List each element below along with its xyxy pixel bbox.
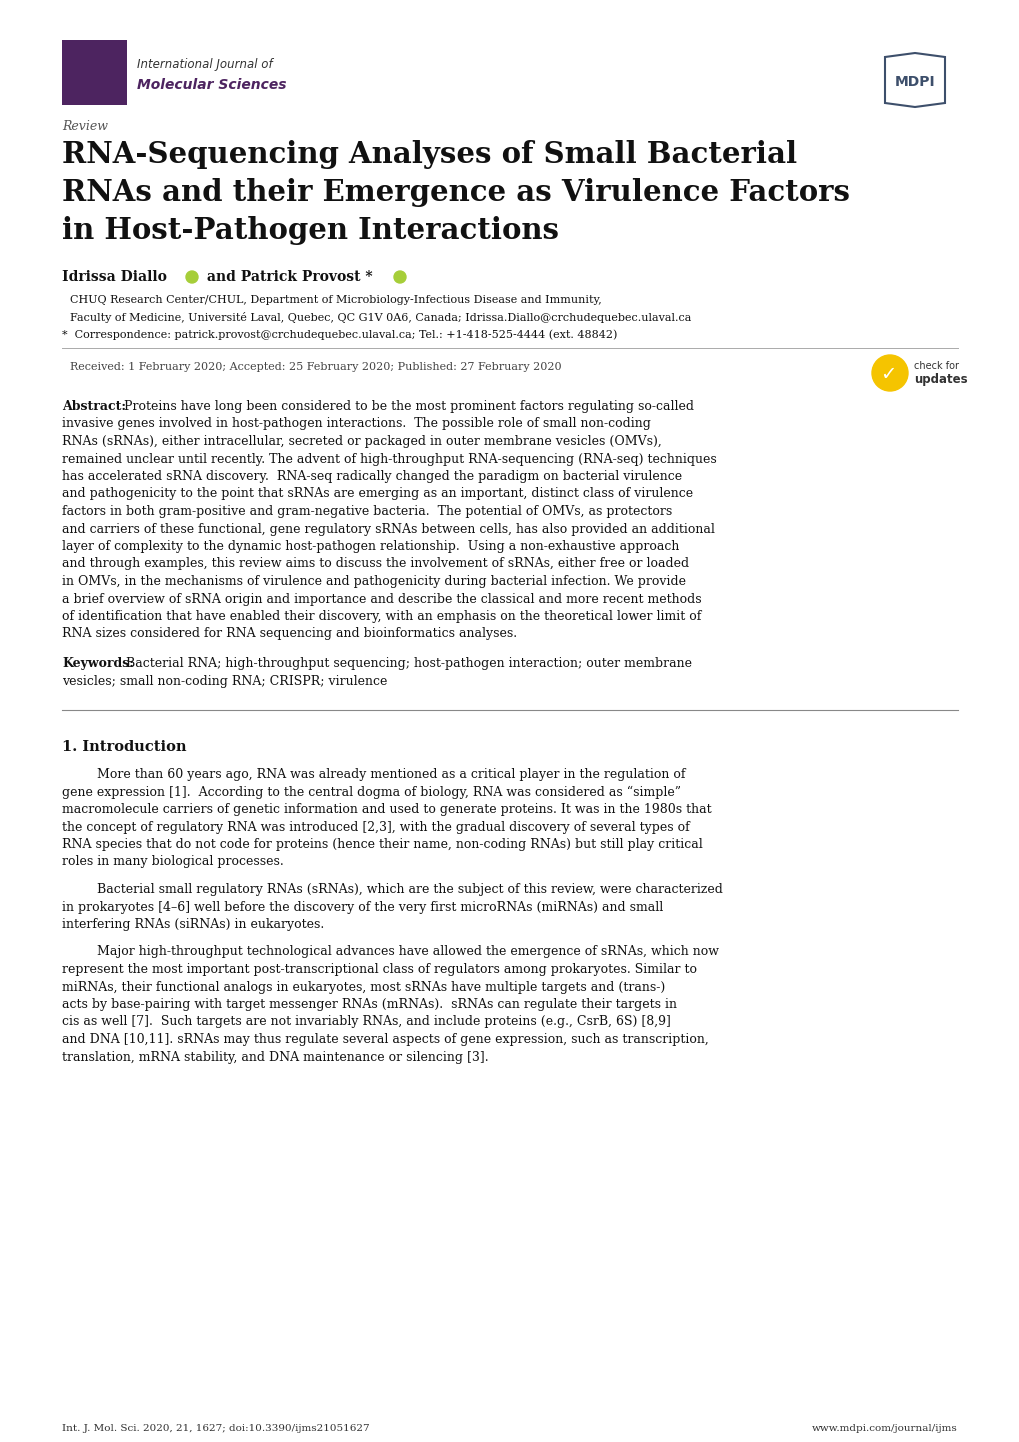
Text: RNAs (sRNAs), either intracellular, secreted or packaged in outer membrane vesic: RNAs (sRNAs), either intracellular, secr… xyxy=(62,435,661,448)
Text: layer of complexity to the dynamic host-pathogen relationship.  Using a non-exha: layer of complexity to the dynamic host-… xyxy=(62,539,679,552)
Text: MDPI: MDPI xyxy=(894,75,934,89)
Text: Abstract:: Abstract: xyxy=(62,399,126,412)
Text: and carriers of these functional, gene regulatory sRNAs between cells, has also : and carriers of these functional, gene r… xyxy=(62,522,714,535)
Text: iD: iD xyxy=(189,274,195,280)
Text: Received: 1 February 2020; Accepted: 25 February 2020; Published: 27 February 20: Received: 1 February 2020; Accepted: 25 … xyxy=(70,362,561,372)
Text: Idrissa Diallo: Idrissa Diallo xyxy=(62,270,167,284)
Text: Proteins have long been considered to be the most prominent factors regulating s: Proteins have long been considered to be… xyxy=(124,399,693,412)
Text: has accelerated sRNA discovery.  RNA-seq radically changed the paradigm on bacte: has accelerated sRNA discovery. RNA-seq … xyxy=(62,470,682,483)
Text: and DNA [10,11]. sRNAs may thus regulate several aspects of gene expression, suc: and DNA [10,11]. sRNAs may thus regulate… xyxy=(62,1032,708,1045)
Text: *  Correspondence: patrick.provost@crchudequebec.ulaval.ca; Tel.: +1-418-525-444: * Correspondence: patrick.provost@crchud… xyxy=(62,329,616,339)
Text: miRNAs, their functional analogs in eukaryotes, most sRNAs have multiple targets: miRNAs, their functional analogs in euka… xyxy=(62,981,664,994)
Text: translation, mRNA stability, and DNA maintenance or silencing [3].: translation, mRNA stability, and DNA mai… xyxy=(62,1051,488,1064)
Text: Bacterial RNA; high-throughput sequencing; host-pathogen interaction; outer memb: Bacterial RNA; high-throughput sequencin… xyxy=(122,658,691,671)
Text: acts by base-pairing with target messenger RNAs (mRNAs).  sRNAs can regulate the: acts by base-pairing with target messeng… xyxy=(62,998,677,1011)
Text: International Journal of: International Journal of xyxy=(137,58,272,71)
Text: Major high-throughput technological advances have allowed the emergence of sRNAs: Major high-throughput technological adva… xyxy=(97,946,718,959)
Text: roles in many biological processes.: roles in many biological processes. xyxy=(62,855,283,868)
Text: iD: iD xyxy=(396,274,403,280)
Text: More than 60 years ago, RNA was already mentioned as a critical player in the re: More than 60 years ago, RNA was already … xyxy=(97,769,685,782)
Text: cis as well [7].  Such targets are not invariably RNAs, and include proteins (e.: cis as well [7]. Such targets are not in… xyxy=(62,1015,671,1028)
Text: macromolecule carriers of genetic information and used to generate proteins. It : macromolecule carriers of genetic inform… xyxy=(62,803,711,816)
Text: Molecular Sciences: Molecular Sciences xyxy=(137,78,286,92)
Text: RNAs and their Emergence as Virulence Factors: RNAs and their Emergence as Virulence Fa… xyxy=(62,177,849,208)
Text: factors in both gram-positive and gram-negative bacteria.  The potential of OMVs: factors in both gram-positive and gram-n… xyxy=(62,505,672,518)
Text: www.mdpi.com/journal/ijms: www.mdpi.com/journal/ijms xyxy=(811,1425,957,1433)
Text: represent the most important post-transcriptional class of regulators among prok: represent the most important post-transc… xyxy=(62,963,696,976)
Text: RNA species that do not code for proteins (hence their name, non-coding RNAs) bu: RNA species that do not code for protein… xyxy=(62,838,702,851)
Text: and pathogenicity to the point that sRNAs are emerging as an important, distinct: and pathogenicity to the point that sRNA… xyxy=(62,487,693,500)
Text: interfering RNAs (siRNAs) in eukaryotes.: interfering RNAs (siRNAs) in eukaryotes. xyxy=(62,919,324,932)
Text: remained unclear until recently. The advent of high-throughput RNA-sequencing (R: remained unclear until recently. The adv… xyxy=(62,453,716,466)
Text: ✓: ✓ xyxy=(879,365,896,385)
Text: in prokaryotes [4–6] well before the discovery of the very first microRNAs (miRN: in prokaryotes [4–6] well before the dis… xyxy=(62,900,662,913)
Text: Keywords:: Keywords: xyxy=(62,658,133,671)
Circle shape xyxy=(871,355,907,391)
Text: Review: Review xyxy=(62,120,108,133)
Text: RNA sizes considered for RNA sequencing and bioinformatics analyses.: RNA sizes considered for RNA sequencing … xyxy=(62,627,517,640)
Circle shape xyxy=(393,271,406,283)
Text: and through examples, this review aims to discuss the involvement of sRNAs, eith: and through examples, this review aims t… xyxy=(62,558,689,571)
Text: Bacterial small regulatory RNAs (sRNAs), which are the subject of this review, w: Bacterial small regulatory RNAs (sRNAs),… xyxy=(97,883,722,895)
Text: in OMVs, in the mechanisms of virulence and pathogenicity during bacterial infec: in OMVs, in the mechanisms of virulence … xyxy=(62,575,686,588)
Text: check for: check for xyxy=(913,360,958,371)
Text: in Host-Pathogen Interactions: in Host-Pathogen Interactions xyxy=(62,216,558,245)
Text: Int. J. Mol. Sci. 2020, 21, 1627; doi:10.3390/ijms21051627: Int. J. Mol. Sci. 2020, 21, 1627; doi:10… xyxy=(62,1425,369,1433)
Text: gene expression [1].  According to the central dogma of biology, RNA was conside: gene expression [1]. According to the ce… xyxy=(62,786,681,799)
Text: Faculty of Medicine, Université Laval, Quebec, QC G1V 0A6, Canada; Idrissa.Diall: Faculty of Medicine, Université Laval, Q… xyxy=(70,311,691,323)
Text: vesicles; small non-coding RNA; CRISPR; virulence: vesicles; small non-coding RNA; CRISPR; … xyxy=(62,675,387,688)
Text: a brief overview of sRNA origin and importance and describe the classical and mo: a brief overview of sRNA origin and impo… xyxy=(62,593,701,606)
Circle shape xyxy=(185,271,198,283)
Text: CHUQ Research Center/CHUL, Department of Microbiology-Infectious Disease and Imm: CHUQ Research Center/CHUL, Department of… xyxy=(70,296,601,306)
Text: 1. Introduction: 1. Introduction xyxy=(62,740,186,754)
Text: RNA-Sequencing Analyses of Small Bacterial: RNA-Sequencing Analyses of Small Bacteri… xyxy=(62,140,796,169)
Text: and Patrick Provost *: and Patrick Provost * xyxy=(202,270,372,284)
Text: the concept of regulatory RNA was introduced [2,3], with the gradual discovery o: the concept of regulatory RNA was introd… xyxy=(62,820,689,833)
Text: updates: updates xyxy=(913,373,967,386)
Text: invasive genes involved in host-pathogen interactions.  The possible role of sma: invasive genes involved in host-pathogen… xyxy=(62,418,650,431)
Bar xyxy=(62,40,127,105)
Text: of identification that have enabled their discovery, with an emphasis on the the: of identification that have enabled thei… xyxy=(62,610,701,623)
